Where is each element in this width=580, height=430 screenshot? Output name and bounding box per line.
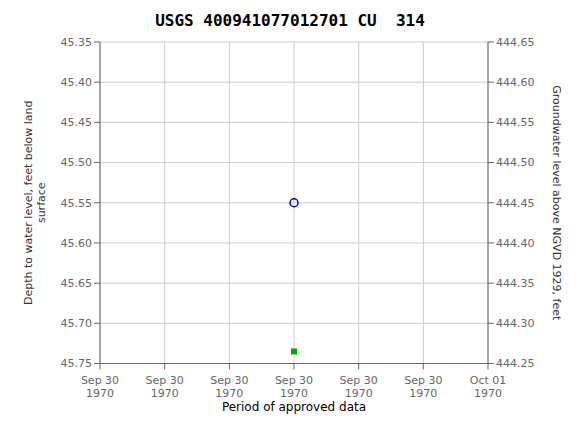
svg-text:Sep 301970: Sep 301970	[404, 374, 442, 400]
svg-text:45.55: 45.55	[61, 197, 93, 210]
svg-text:444.60: 444.60	[496, 76, 535, 89]
svg-text:Depth to water level, feet bel: Depth to water level, feet below landsur…	[22, 100, 48, 305]
svg-text:444.65: 444.65	[496, 36, 535, 49]
svg-text:444.55: 444.55	[496, 116, 535, 129]
svg-text:Sep 301970: Sep 301970	[81, 374, 119, 400]
svg-text:45.45: 45.45	[61, 116, 93, 129]
svg-text:45.50: 45.50	[61, 156, 93, 169]
html-text:USGS 400941077012701 CU 314: USGS 400941077012701 CU 314	[155, 11, 425, 30]
svg-text:444.35: 444.35	[496, 277, 535, 290]
html-text:Period of approved data: Period of approved data	[221, 399, 367, 414]
svg-text:444.50: 444.50	[496, 156, 535, 169]
svg-text:45.75: 45.75	[61, 357, 93, 370]
svg-text:45.40: 45.40	[61, 76, 93, 89]
svg-text:45.65: 45.65	[61, 277, 93, 290]
svg-text:Sep 301970: Sep 301970	[275, 374, 313, 400]
svg-text:444.45: 444.45	[496, 197, 535, 210]
svg-text:45.60: 45.60	[61, 237, 93, 250]
svg-text:Oct 011970: Oct 011970	[470, 374, 507, 400]
svg-text:Groundwater level above NGVD 1: Groundwater level above NGVD 1929, feet	[550, 85, 563, 321]
svg-text:Sep 301970: Sep 301970	[340, 374, 378, 400]
svg-text:Sep 301970: Sep 301970	[146, 374, 184, 400]
svg-text:444.30: 444.30	[496, 317, 535, 330]
svg-text:444.40: 444.40	[496, 237, 535, 250]
svg-text:Sep 301970: Sep 301970	[210, 374, 248, 400]
svg-text:444.25: 444.25	[496, 357, 535, 370]
svg-text:45.70: 45.70	[61, 317, 93, 330]
svg-text:45.35: 45.35	[61, 36, 93, 49]
